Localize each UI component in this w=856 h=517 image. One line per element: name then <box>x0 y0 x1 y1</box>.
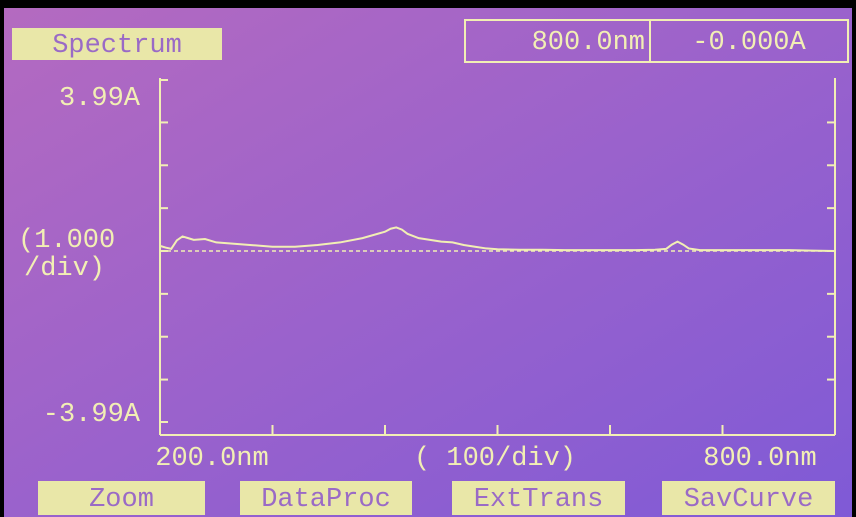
x-scale-label: ( 100/div) <box>414 444 576 474</box>
x-tick-label: 800.0nm <box>703 444 816 474</box>
wavelength-readout: 800.0nm <box>532 28 645 58</box>
absorbance-readout: -0.000A <box>692 28 806 58</box>
softkey-label[interactable]: DataProc <box>261 485 391 515</box>
screen: Spectrum 800.0nm -0.000A (1.000 /div) ( … <box>0 0 856 517</box>
y-scale-label: (1.000 <box>18 226 115 256</box>
title: Spectrum <box>52 31 182 61</box>
y-tick-label: 3.99A <box>59 84 141 114</box>
softkey-label[interactable]: Zoom <box>89 485 154 515</box>
softkey-label[interactable]: SavCurve <box>684 485 814 515</box>
y-scale-label: /div) <box>24 254 105 284</box>
x-tick-label: 200.0nm <box>155 444 268 474</box>
y-tick-label: -3.99A <box>43 400 141 430</box>
softkey-label[interactable]: ExtTrans <box>474 485 604 515</box>
